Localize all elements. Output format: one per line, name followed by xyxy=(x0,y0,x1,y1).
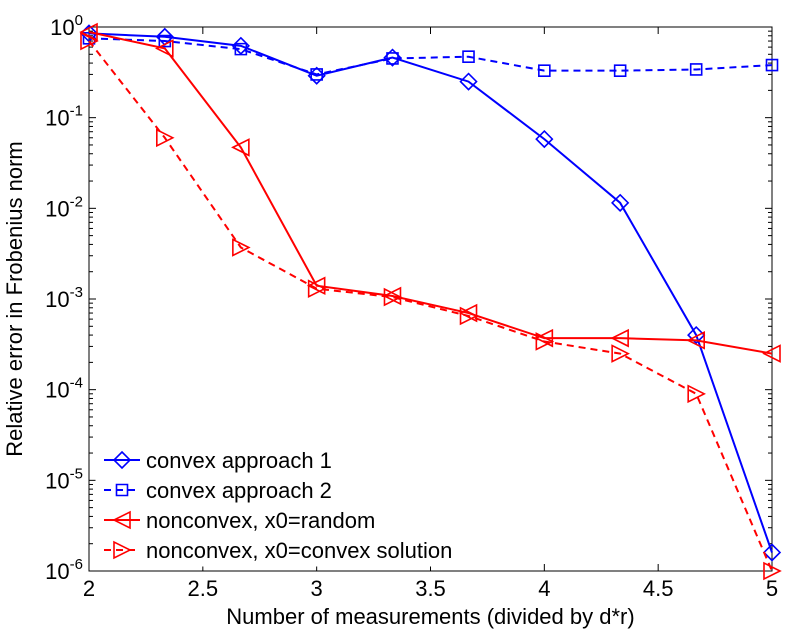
series-line xyxy=(88,40,773,572)
legend-marker xyxy=(112,510,131,530)
series-line xyxy=(88,32,773,553)
legend: convex approach 1 convex approach 2 noncon… xyxy=(95,439,507,567)
data-point xyxy=(156,128,175,148)
data-point xyxy=(234,42,248,56)
y-tick-label: 100 xyxy=(50,12,83,40)
data-point xyxy=(231,138,250,157)
y-tick-label: 10-3 xyxy=(45,284,83,312)
y-tick-label: 10-2 xyxy=(45,193,83,221)
data-point xyxy=(158,34,172,48)
data-point xyxy=(765,58,779,72)
legend-marker xyxy=(115,483,129,497)
data-point xyxy=(613,64,627,77)
legend-box xyxy=(95,439,507,567)
data-point xyxy=(687,384,706,404)
data-point xyxy=(611,193,630,212)
series-4 xyxy=(80,31,782,581)
legend-label: nonconvex, x0=random xyxy=(146,508,375,533)
data-point xyxy=(535,129,554,149)
data-point xyxy=(611,344,630,363)
x-axis-label: Number of measurements (divided by d*r) xyxy=(226,604,634,629)
x-tick-label: 3.5 xyxy=(415,576,446,601)
data-point xyxy=(382,286,402,306)
data-point xyxy=(306,276,326,296)
y-tick-label: 10-4 xyxy=(45,375,83,403)
series-3 xyxy=(79,22,781,363)
data-point xyxy=(687,325,706,345)
series-line xyxy=(88,31,773,355)
data-point xyxy=(459,72,478,91)
data-point xyxy=(686,331,705,350)
data-point xyxy=(386,52,399,65)
x-tick-label: 4 xyxy=(538,576,550,601)
data-point xyxy=(458,303,478,323)
data-point xyxy=(459,306,479,326)
legend-label: convex approach 2 xyxy=(146,478,332,503)
data-point xyxy=(689,63,703,76)
data-point xyxy=(155,39,174,58)
data-point xyxy=(763,561,782,581)
data-point xyxy=(232,238,251,257)
legend-marker xyxy=(112,450,132,470)
x-tick-label: 2 xyxy=(83,576,95,601)
legend-item: nonconvex, x0=convex solution xyxy=(104,538,452,563)
data-point xyxy=(79,22,98,42)
data-point xyxy=(307,279,327,298)
data-point xyxy=(538,64,551,77)
y-axis-label: Relative error in Frobenius norm xyxy=(2,141,27,456)
x-tick-label: 5 xyxy=(766,576,778,601)
legend-item: convex approach 1 xyxy=(104,448,332,473)
data-point xyxy=(762,344,781,363)
legend-label: nonconvex, x0=convex solution xyxy=(146,538,452,563)
y-tick-label: 10-1 xyxy=(45,103,83,131)
x-tick-label: 3 xyxy=(311,576,323,601)
data-point xyxy=(310,68,323,81)
series-layer xyxy=(79,22,782,581)
data-point xyxy=(462,50,475,64)
data-point xyxy=(535,332,555,351)
y-tick-label: 10-5 xyxy=(45,465,83,493)
legend-marker xyxy=(113,540,132,560)
series-line xyxy=(88,37,773,76)
axis-ticks: 2 2.5 3 3.5 4 4.5 5 100 10-1 10-2 10-3 10-4 10-5 10-6 xyxy=(45,12,778,601)
data-point xyxy=(610,328,629,348)
y-tick-label: 10-6 xyxy=(45,556,83,584)
legend-item: nonconvex, x0=random xyxy=(104,508,375,533)
x-tick-label: 2.5 xyxy=(188,576,219,601)
data-point xyxy=(383,287,403,307)
x-tick-label: 4.5 xyxy=(643,576,674,601)
data-point xyxy=(80,31,99,51)
data-point xyxy=(762,543,782,562)
legend-label: convex approach 1 xyxy=(146,448,332,473)
legend-item: convex approach 2 xyxy=(104,478,332,503)
